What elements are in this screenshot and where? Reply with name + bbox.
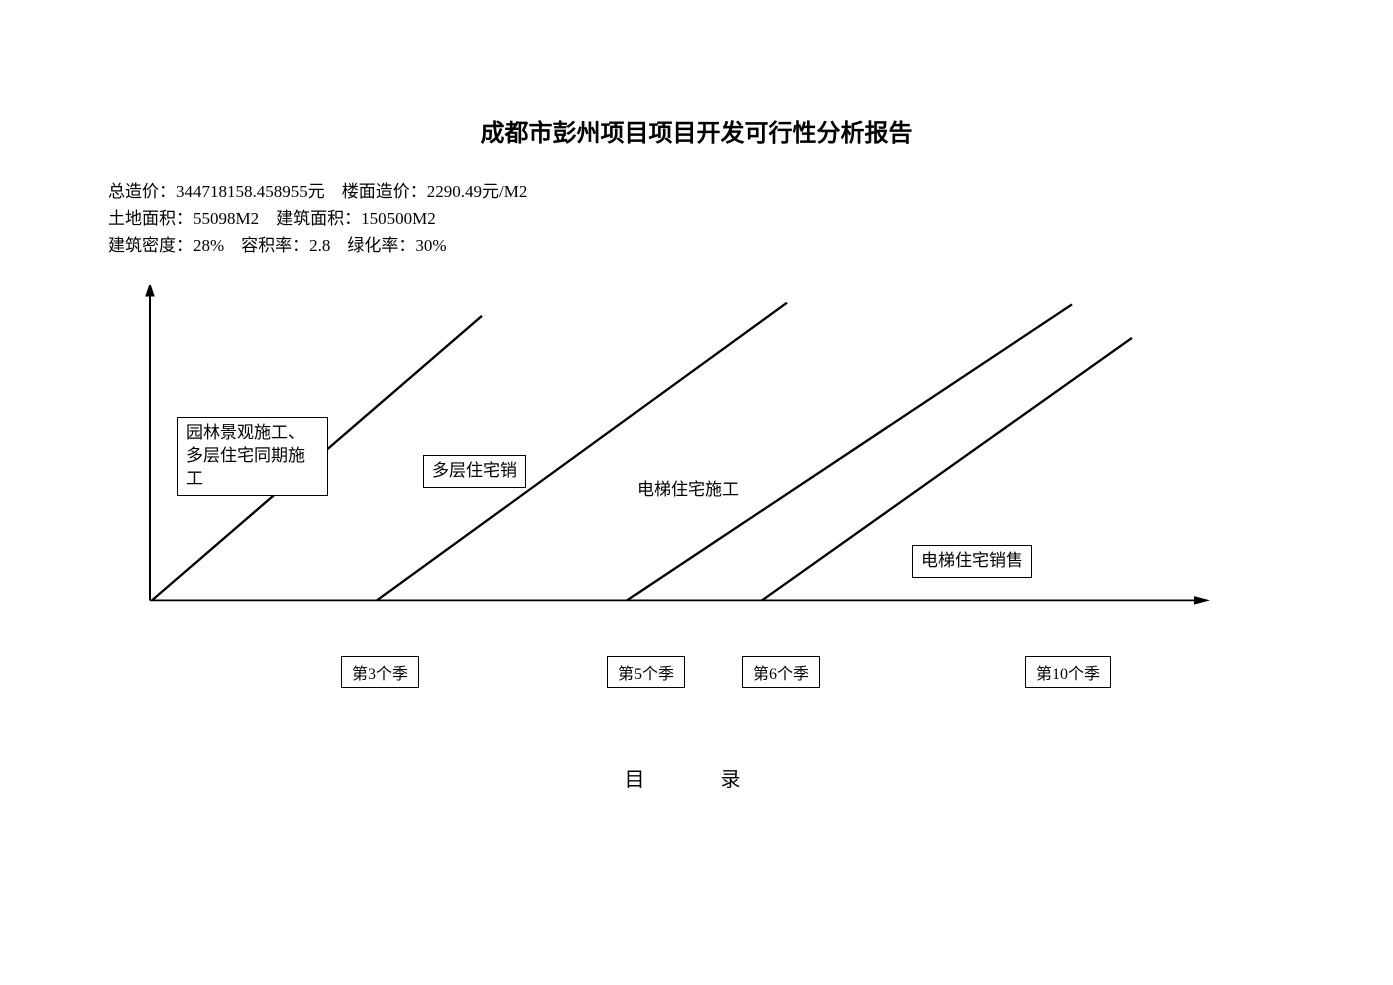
schedule-diagram: 园林景观施工、多层住宅同期施工多层住宅销电梯住宅销售电梯住宅施工第3个季第5个季… <box>132 285 1222 655</box>
phase-box-box4: 电梯住宅销售 <box>912 545 1032 578</box>
info-line-1: 总造价：344718158.458955元 楼面造价：2290.49元/M2 <box>108 178 527 205</box>
x-tick-t3: 第6个季 <box>742 656 820 688</box>
phase-box-box1: 园林景观施工、多层住宅同期施工 <box>177 417 328 496</box>
x-tick-t4: 第10个季 <box>1025 656 1111 688</box>
phase-box-box2: 多层住宅销 <box>423 455 526 488</box>
info-line-3: 建筑密度：28% 容积率：2.8 绿化率：30% <box>108 232 527 259</box>
x-tick-t2: 第5个季 <box>607 656 685 688</box>
info-line-2: 土地面积：55098M2 建筑面积：150500M2 <box>108 205 527 232</box>
document-page: 成都市彭州项目项目开发可行性分析报告 总造价：344718158.458955元… <box>0 0 1393 985</box>
toc-heading: 目 录 <box>0 763 1393 792</box>
page-title: 成都市彭州项目项目开发可行性分析报告 <box>0 113 1393 148</box>
project-info-block: 总造价：344718158.458955元 楼面造价：2290.49元/M2 土… <box>108 178 527 260</box>
x-tick-t1: 第3个季 <box>341 656 419 688</box>
phase-label-box3: 电梯住宅施工 <box>637 475 739 500</box>
